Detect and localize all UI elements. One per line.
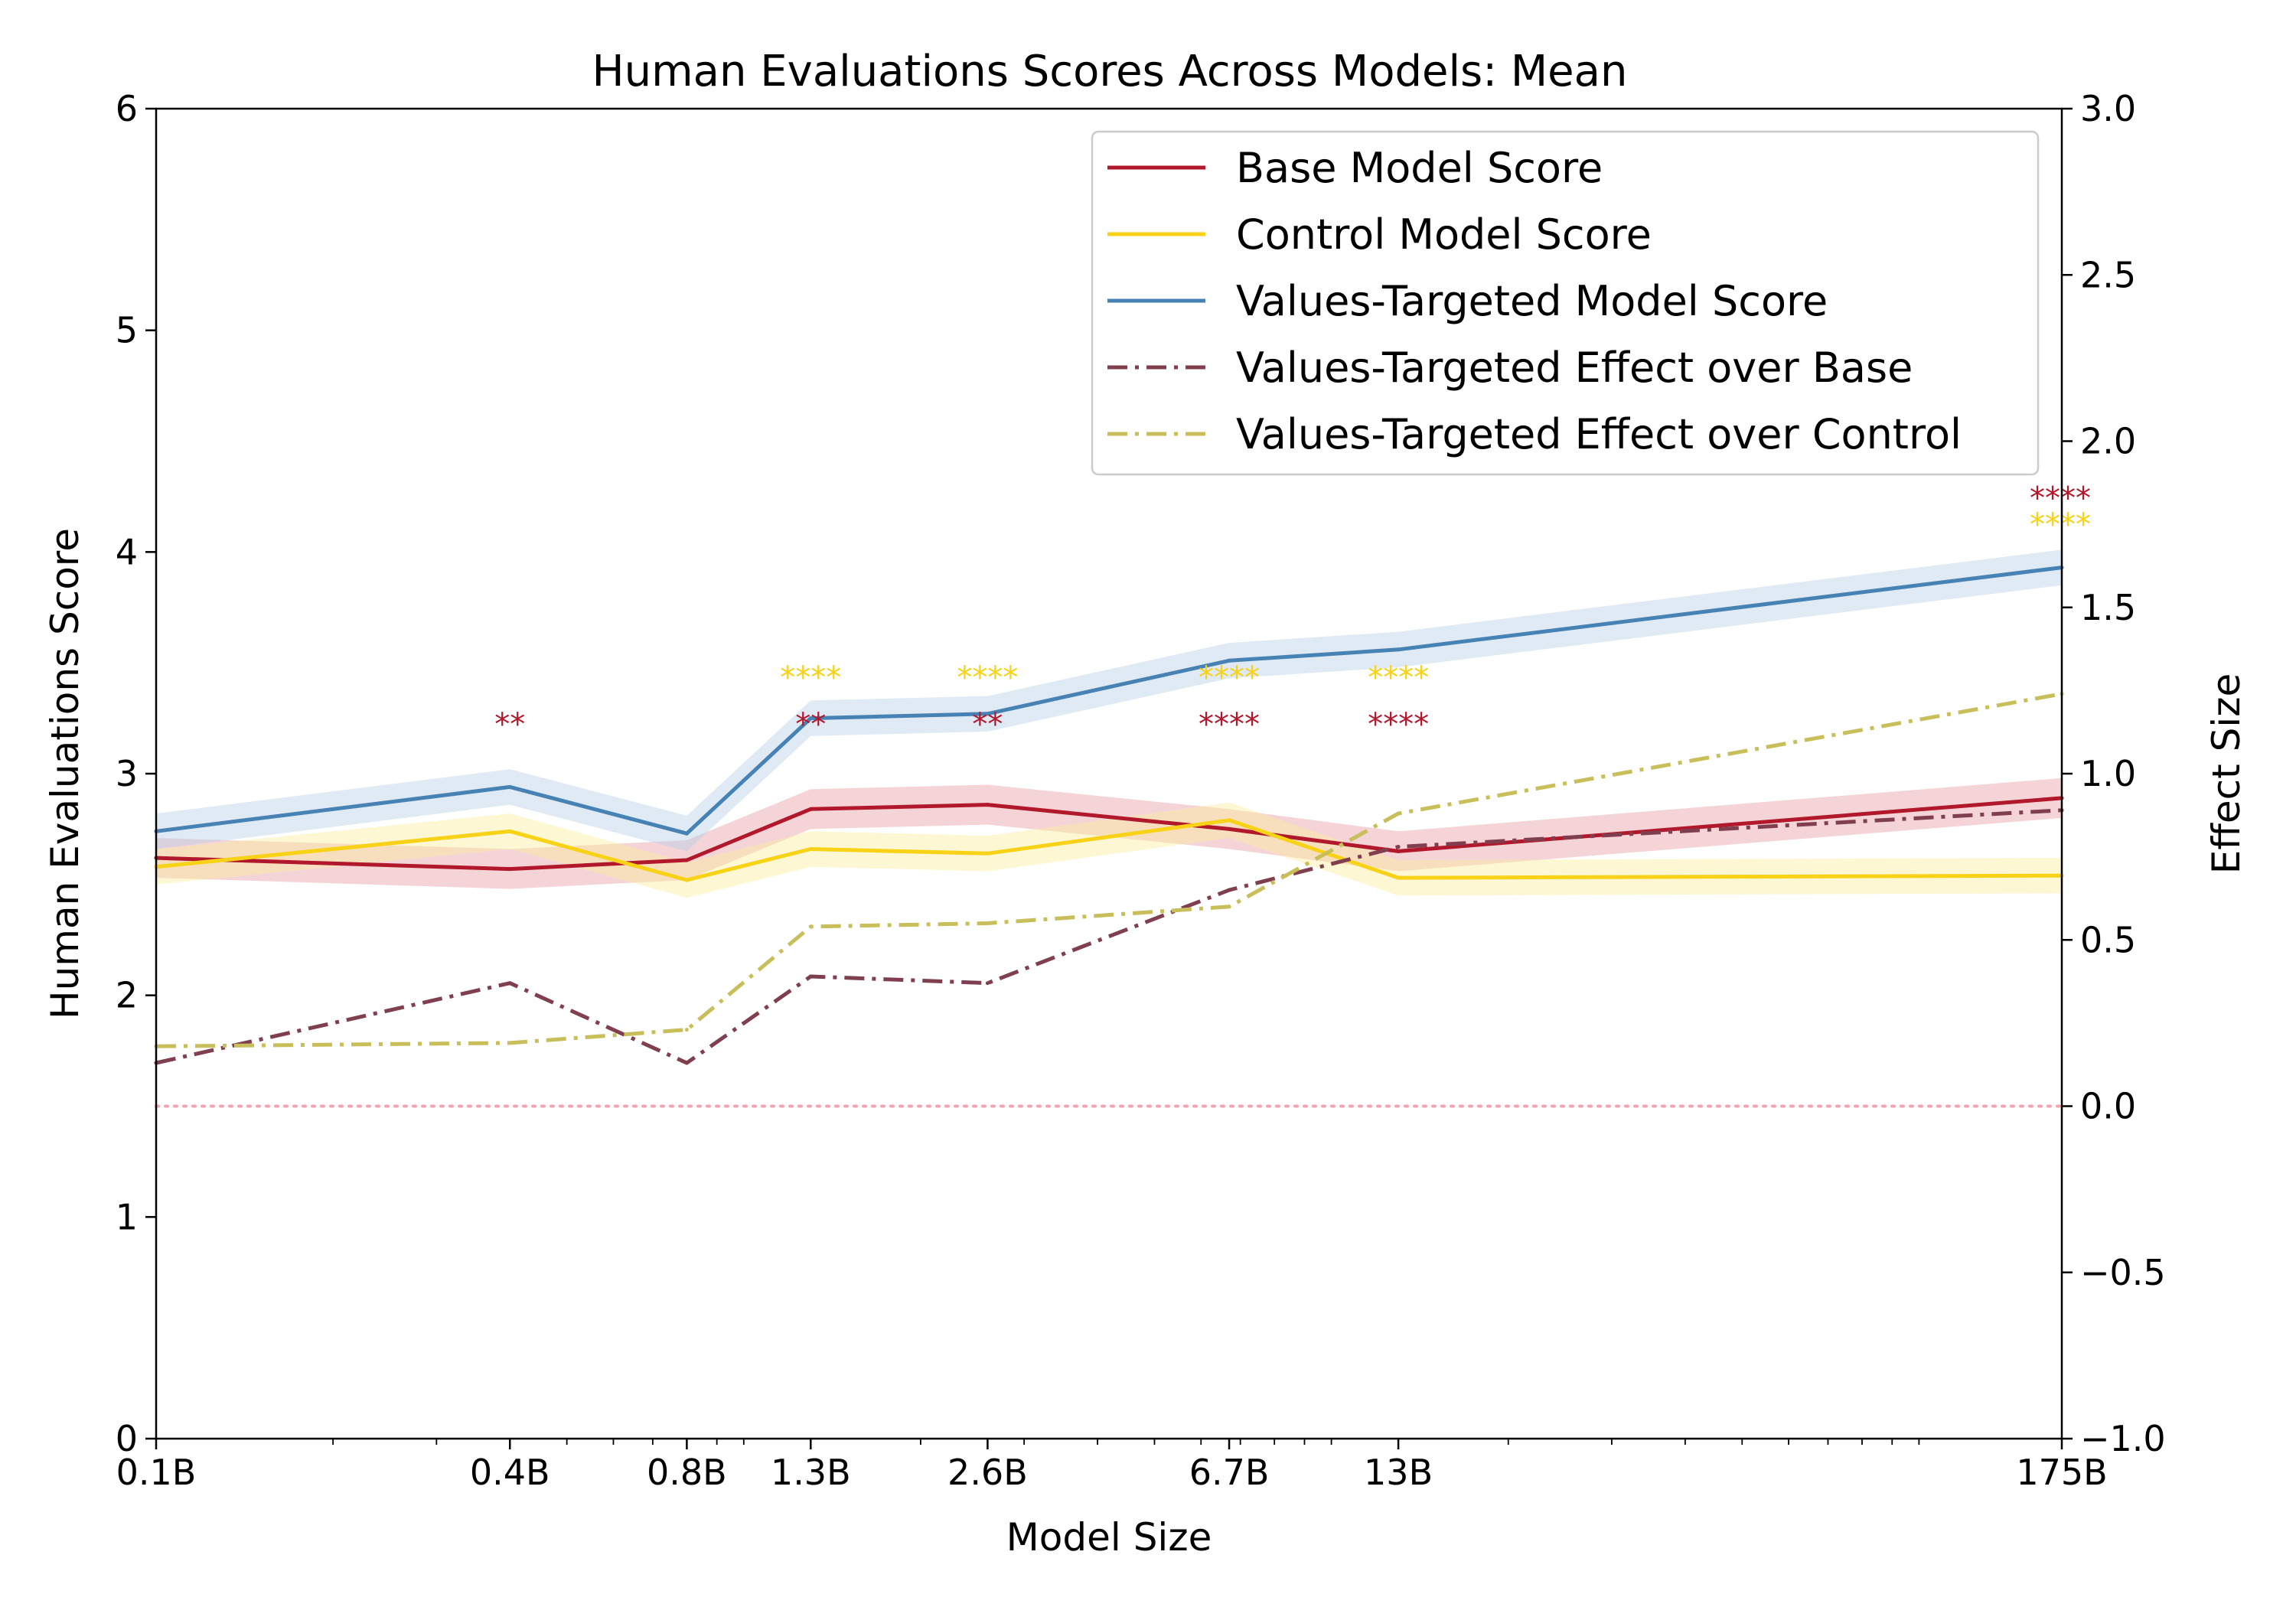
point-series-3-1 [507,981,512,986]
y-right-tick-label-7: 2.5 [2080,254,2136,295]
y-tick-label-6: 6 [116,88,138,129]
x-tick-label-6: 13B [1364,1452,1433,1493]
point-series-4-1 [507,1041,512,1045]
legend-label-3: Values-Targeted Effect over Base [1236,344,1913,392]
point-series-4-2 [684,1028,689,1032]
y-right-tick-label-3: 0.5 [2080,919,2136,960]
point-series-3-2 [684,1061,689,1065]
significance-base-2: ** [972,707,1003,742]
y-tick-label-0: 0 [116,1418,138,1459]
y-axis-label: Human Evaluations Score [43,528,87,1019]
x-tick-label-7: 175B [2016,1452,2107,1493]
point-series-1-4 [985,851,990,856]
point-series-1-5 [1227,818,1231,823]
x-tick-label-3: 1.3B [771,1452,851,1493]
y-right-tick-label-1: −0.5 [2080,1252,2166,1293]
point-series-2-4 [985,712,990,716]
legend-label-2: Values-Targeted Model Score [1236,277,1828,325]
significance-base-4: **** [1368,707,1429,742]
x-tick-label-2: 0.8B [647,1452,727,1493]
line-series-1 [155,818,2063,882]
significance-control-4: **** [1368,660,1429,696]
y-right-tick-label-4: 1.0 [2080,753,2136,794]
point-series-3-6 [1396,845,1401,849]
point-series-0-4 [985,803,990,807]
chart-title: Human Evaluations Scores Across Models: … [592,47,1628,96]
legend-label-0: Base Model Score [1236,144,1603,192]
significance-base-1: ** [795,707,826,742]
significance-control-1: **** [780,660,841,696]
x-tick-label-0: 0.1B [116,1452,197,1493]
y-tick-label-2: 2 [116,975,138,1016]
point-series-2-5 [1227,658,1231,663]
significance-control-3: **** [1199,660,1260,696]
line-series-0 [155,796,2063,872]
x-tick-label-4: 2.6B [947,1452,1028,1493]
point-series-1-2 [684,878,689,882]
significance-base-3: **** [1199,707,1260,742]
y-right-tick-label-6: 2.0 [2080,421,2136,462]
y-tick-label-4: 4 [116,531,138,572]
point-series-2-2 [684,831,689,836]
point-series-3-3 [808,974,813,979]
point-series-2-6 [1396,647,1401,652]
y-tick-label-5: 5 [116,310,138,351]
y-right-tick-label-2: 0.0 [2080,1086,2136,1127]
point-series-4-5 [1227,905,1231,909]
y-tick-label-3: 3 [116,753,138,794]
point-series-3-4 [985,981,990,986]
series-lines [154,566,2064,1108]
significance-control-5: **** [2030,507,2091,543]
point-series-2-1 [507,784,512,789]
significance-control-2: **** [957,660,1018,696]
point-series-3-5 [1227,888,1231,892]
point-series-1-6 [1396,875,1401,880]
point-series-4-6 [1396,811,1401,816]
significance-markers: ** ************************************ [494,481,2091,742]
point-series-4-3 [808,924,813,929]
point-series-2-3 [808,716,813,721]
y-tick-label-1: 1 [116,1196,138,1237]
legend-label-1: Control Model Score [1236,210,1652,259]
legend-box [1091,130,2040,476]
legend-label-4: Values-Targeted Effect over Control [1236,410,1962,458]
x-tick-label-1: 0.4B [470,1452,550,1493]
point-series-0-2 [684,858,689,862]
axes: 0.1B 0.4B 0.8B 1.3B 2.6B 6.7B 13B 175B 0 1 2 3 4 5 6 −1… [116,88,2166,1493]
point-series-1-1 [507,829,512,833]
x-tick-label-5: 6.7B [1189,1452,1270,1493]
significance-base-0: ** [494,707,525,742]
y-right-tick-label-5: 1.5 [2080,587,2136,628]
line-series-4 [155,692,2063,1048]
significance-base-5: **** [2030,481,2091,516]
point-series-4-4 [985,921,990,926]
line-series-3 [155,808,2063,1065]
point-series-0-5 [1227,826,1231,831]
legend: Base Model Score Control Model Score Value… [1091,130,2040,476]
point-series-0-1 [507,867,512,872]
band-series-1 [156,802,2062,898]
x-axis-label: Model Size [1006,1515,1212,1560]
point-series-0-6 [1396,849,1401,853]
point-series-1-3 [808,846,813,851]
y-right-tick-label-0: −1.0 [2080,1418,2166,1459]
y-axis-right-label: Effect Size [2204,673,2249,874]
y-right-tick-label-8: 3.0 [2080,88,2136,129]
point-series-0-3 [808,807,813,811]
line-series-2 [155,566,2063,836]
